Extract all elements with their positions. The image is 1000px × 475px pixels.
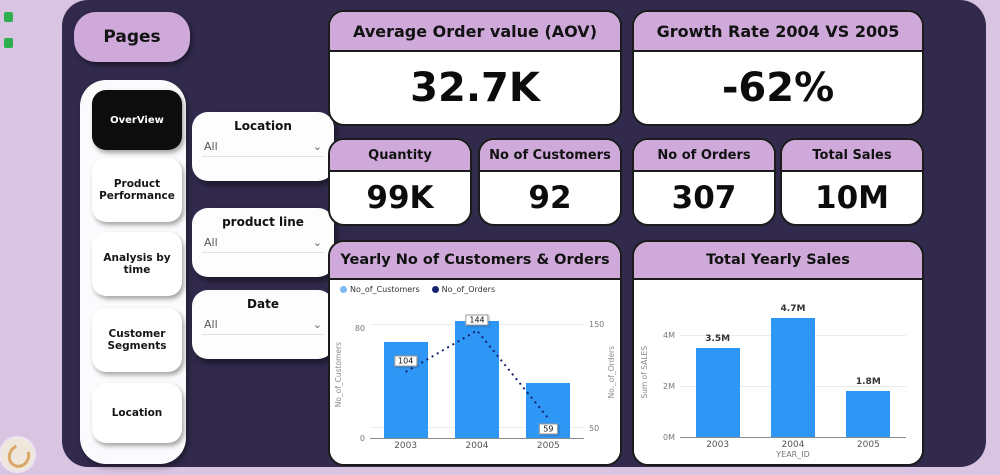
- kpi-value: -62%: [721, 65, 835, 111]
- slicer-date: Date All ⌄: [192, 290, 334, 359]
- right-axis-label: No._of_Orders: [607, 346, 616, 399]
- chevron-down-icon: ⌄: [312, 317, 322, 331]
- kpi-card-total-sales: Total Sales 10M: [780, 138, 924, 226]
- legend-dot-icon: [340, 286, 347, 293]
- chevron-down-icon: ⌄: [312, 139, 322, 153]
- slicer-title: Date: [247, 297, 279, 311]
- y-axis-tick: 4M: [663, 331, 675, 341]
- chart-yearly-sales: Sum of SALES 0M 2M 4M 3.5M 2003 4.7M 2004 1.8M 2…: [634, 280, 922, 464]
- slicer-product-line-dropdown[interactable]: All ⌄: [202, 236, 324, 253]
- slicer-title: product line: [222, 215, 304, 229]
- sales-bar-2005[interactable]: [846, 391, 891, 437]
- kpi-title: No of Orders: [634, 140, 774, 172]
- sidebar-item-customer-segments[interactable]: Customer Segments: [92, 308, 182, 372]
- slicer-title: Location: [234, 119, 292, 133]
- pages-header: Pages: [74, 12, 190, 62]
- kpi-value: 99K: [366, 180, 434, 216]
- orders-value-label: 144: [465, 314, 489, 326]
- chart-legend: No_of_Customers No_of_Orders: [340, 285, 495, 294]
- logo-watermark: [1, 438, 34, 471]
- slicer-product-line: product line All ⌄: [192, 208, 334, 277]
- edge-dot-icon: [4, 12, 13, 22]
- kpi-card-growth-rate: Growth Rate 2004 VS 2005 -62%: [632, 10, 924, 126]
- chart-customers-orders: No_of_Customers No_of_Orders No_of_Custo…: [330, 280, 620, 464]
- orders-value-label: 59: [539, 423, 558, 435]
- chart-card-customers-orders: Yearly No of Customers & Orders No_of_Cu…: [328, 240, 622, 466]
- slicer-location: Location All ⌄: [192, 112, 334, 181]
- slicer-selected-value: All: [204, 236, 218, 249]
- x-axis-label: YEAR_ID: [776, 450, 810, 459]
- kpi-card-quantity: Quantity 99K: [328, 138, 472, 226]
- sidebar-item-location[interactable]: Location: [92, 383, 182, 443]
- kpi-title: Quantity: [330, 140, 470, 172]
- chevron-down-icon: ⌄: [312, 235, 322, 249]
- chart-title: Yearly No of Customers & Orders: [330, 242, 620, 280]
- left-axis-tick: 0: [359, 434, 365, 443]
- left-axis-tick: 80: [354, 323, 365, 333]
- kpi-value: 307: [671, 180, 737, 216]
- sidebar-item-overview[interactable]: OverView: [92, 90, 182, 150]
- legend-label: No_of_Customers: [350, 285, 420, 294]
- kpi-title: Average Order value (AOV): [330, 12, 620, 52]
- slicer-date-dropdown[interactable]: All ⌄: [202, 318, 324, 335]
- kpi-title: Growth Rate 2004 VS 2005: [634, 12, 922, 52]
- right-axis-tick: 50: [589, 423, 600, 433]
- x-axis-tick: 2004: [465, 441, 489, 451]
- orders-value-label: 104: [394, 355, 418, 367]
- plot-area: 50 150 0 80 2003 2004 2005 104 144 59: [355, 314, 604, 451]
- sidebar-item-product-performance[interactable]: Product Performance: [92, 158, 182, 222]
- slicer-location-dropdown[interactable]: All ⌄: [202, 140, 324, 157]
- customers-bar-2004[interactable]: [455, 320, 499, 438]
- sales-bar-2003[interactable]: [695, 348, 740, 437]
- left-axis-label: No_of_Customers: [334, 342, 343, 408]
- kpi-title: No of Customers: [480, 140, 620, 172]
- bar-value-label: 3.5M: [705, 334, 731, 345]
- sidebar-item-analysis-by-time[interactable]: Analysis by time: [92, 232, 182, 296]
- x-axis-tick: 2003: [706, 440, 730, 450]
- kpi-card-customers: No of Customers 92: [478, 138, 622, 226]
- kpi-card-orders: No of Orders 307: [632, 138, 776, 226]
- y-axis-tick: 2M: [663, 382, 675, 392]
- legend-item-orders: No_of_Orders: [431, 285, 496, 294]
- kpi-title: Total Sales: [782, 140, 922, 172]
- x-axis-tick: 2005: [856, 440, 880, 450]
- legend-label: No_of_Orders: [441, 285, 496, 294]
- bar-value-label: 4.7M: [780, 303, 806, 314]
- x-axis-tick: 2004: [781, 440, 805, 450]
- bar-value-label: 1.8M: [855, 377, 881, 388]
- legend-dot-icon: [431, 286, 439, 293]
- sales-bar-2004[interactable]: [771, 317, 815, 437]
- kpi-value: 32.7K: [410, 65, 540, 111]
- slicer-selected-value: All: [204, 318, 218, 331]
- x-axis-tick: 2005: [536, 441, 560, 451]
- right-axis-tick: 150: [589, 320, 605, 330]
- kpi-value: 10M: [815, 180, 889, 216]
- plot-area: 0M 2M 4M 3.5M 2003 4.7M 2004 1.8M 2005: [663, 304, 906, 450]
- legend-item-customers: No_of_Customers: [340, 285, 420, 294]
- y-axis-tick: 0M: [663, 433, 675, 442]
- edge-dot-icon: [4, 38, 13, 48]
- chart-card-yearly-sales: Total Yearly Sales Sum of SALES 0M 2M 4M 3.…: [632, 240, 924, 466]
- chart-title: Total Yearly Sales: [634, 242, 922, 280]
- sidebar: OverView Product Performance Analysis by…: [80, 80, 186, 464]
- y-axis-label: Sum of SALES: [640, 346, 649, 399]
- kpi-card-aov: Average Order value (AOV) 32.7K: [328, 10, 622, 126]
- slicer-selected-value: All: [204, 140, 218, 153]
- kpi-value: 92: [528, 180, 572, 216]
- x-axis-tick: 2003: [394, 441, 418, 451]
